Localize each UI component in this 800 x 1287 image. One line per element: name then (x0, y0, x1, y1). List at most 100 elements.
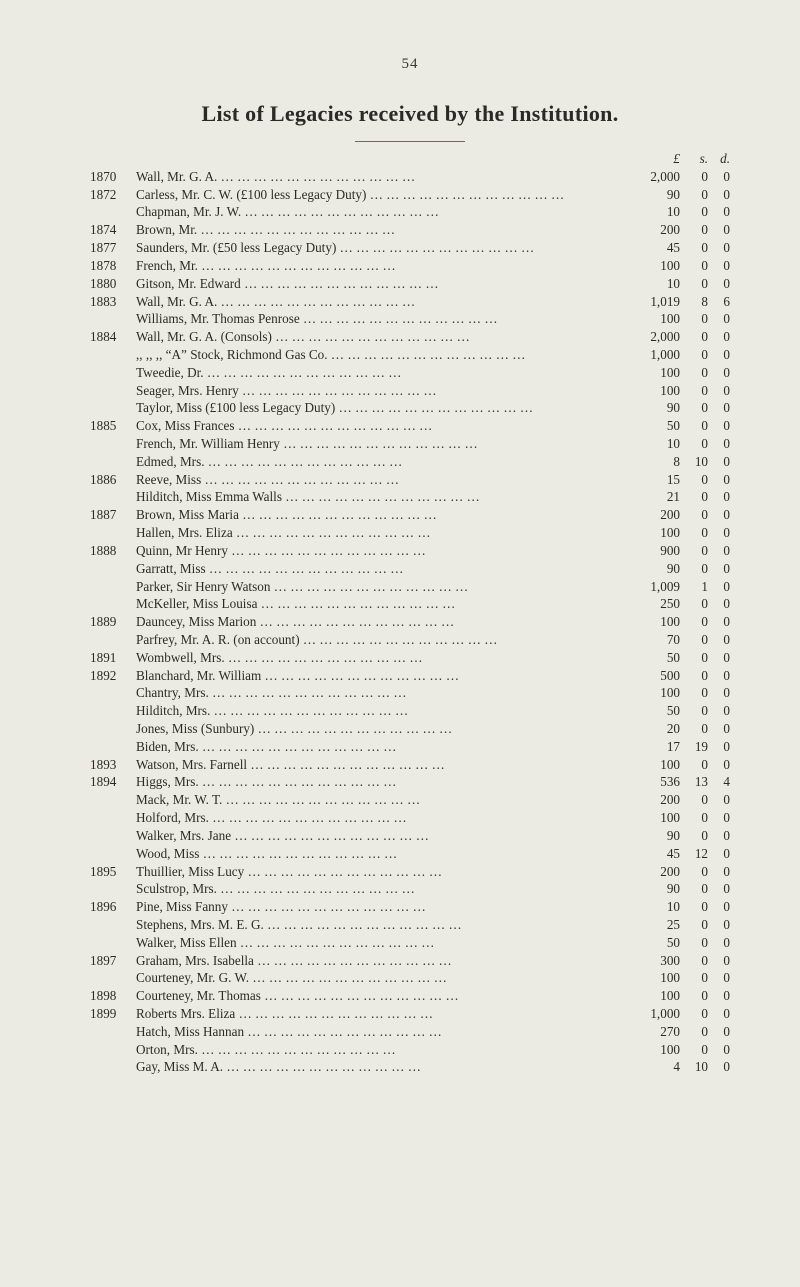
ledger-row: 1892Blanchard, Mr. William … … … … … … …… (90, 667, 730, 685)
cell-pence: 0 (708, 186, 730, 204)
cell-pence: 0 (708, 257, 730, 275)
cell-description: Tweedie, Dr. … … … … … … … … … … … … (136, 364, 630, 382)
leader-dots: … … … … … … … … … … … … (331, 346, 526, 364)
cell-pence: 0 (708, 435, 730, 453)
cell-shillings: 0 (680, 791, 708, 809)
ledger-row: Walker, Miss Ellen … … … … … … … … … … …… (90, 934, 730, 952)
leader-dots: … … … … … … … … … … … … (339, 399, 534, 417)
cell-shillings: 0 (680, 471, 708, 489)
ledger-row: 1874Brown, Mr. … … … … … … … … … … … …20… (90, 221, 730, 239)
cell-year: 1896 (90, 898, 136, 916)
cell-description: Saunders, Mr. (£50 less Legacy Duty) … …… (136, 239, 630, 257)
ledger-row: Tweedie, Dr. … … … … … … … … … … … …1000… (90, 364, 730, 382)
cell-pounds: 100 (630, 756, 680, 774)
cell-pounds: 45 (630, 239, 680, 257)
cell-shillings: 0 (680, 435, 708, 453)
cell-pounds: 1,009 (630, 578, 680, 596)
cell-description: Thuillier, Miss Lucy … … … … … … … … … …… (136, 863, 630, 881)
cell-description: Courteney, Mr. G. W. … … … … … … … … … …… (136, 969, 630, 987)
leader-dots: … … … … … … … … … … … … (303, 631, 498, 649)
cell-pence: 0 (708, 346, 730, 364)
leader-dots: … … … … … … … … … … … … (207, 364, 402, 382)
cell-shillings: 8 (680, 293, 708, 311)
title-rule (355, 141, 465, 142)
ledger-row: 1886Reeve, Miss … … … … … … … … … … … …1… (90, 471, 730, 489)
cell-pence: 0 (708, 738, 730, 756)
leader-dots: … … … … … … … … … … … … (240, 934, 435, 952)
cell-pounds: 90 (630, 399, 680, 417)
cell-description: Hallen, Mrs. Eliza … … … … … … … … … … …… (136, 524, 630, 542)
ledger-row: Gay, Miss M. A. … … … … … … … … … … … …4… (90, 1058, 730, 1076)
ledger-row: Garratt, Miss … … … … … … … … … … … …900… (90, 560, 730, 578)
cell-description: Higgs, Mrs. … … … … … … … … … … … … (136, 773, 630, 791)
cell-pounds: 1,000 (630, 1005, 680, 1023)
ledger-row: Hilditch, Miss Emma Walls … … … … … … … … (90, 488, 730, 506)
cell-pence: 0 (708, 898, 730, 916)
ledger-row: McKeller, Miss Louisa … … … … … … … … … … (90, 595, 730, 613)
cell-description: Parfrey, Mr. A. R. (on account) … … … … … (136, 631, 630, 649)
leader-dots: … … … … … … … … … … … … (244, 203, 439, 221)
cell-shillings: 0 (680, 168, 708, 186)
cell-year: 1884 (90, 328, 136, 346)
cell-pounds: 536 (630, 773, 680, 791)
cell-year: 1895 (90, 863, 136, 881)
cell-pounds: 900 (630, 542, 680, 560)
ledger-rows: 1870Wall, Mr. G. A. … … … … … … … … … … … (90, 168, 730, 1076)
leader-dots: … … … … … … … … … … … … (239, 1005, 434, 1023)
cell-description: Walker, Miss Ellen … … … … … … … … … … …… (136, 934, 630, 952)
cell-shillings: 0 (680, 595, 708, 613)
cell-pence: 0 (708, 863, 730, 881)
cell-year: 1899 (90, 1005, 136, 1023)
ledger-row: Wood, Miss … … … … … … … … … … … …45120 (90, 845, 730, 863)
cell-pounds: 2,000 (630, 168, 680, 186)
cell-pence: 0 (708, 275, 730, 293)
cell-description: Mack, Mr. W. T. … … … … … … … … … … … … (136, 791, 630, 809)
cell-pounds: 2,000 (630, 328, 680, 346)
cell-pounds: 200 (630, 791, 680, 809)
cell-description: Chapman, Mr. J. W. … … … … … … … … … … …… (136, 203, 630, 221)
cell-shillings: 0 (680, 649, 708, 667)
cell-shillings: 0 (680, 756, 708, 774)
cell-description: Jones, Miss (Sunbury) … … … … … … … … … … (136, 720, 630, 738)
cell-description: Wood, Miss … … … … … … … … … … … … (136, 845, 630, 863)
cell-description: Blanchard, Mr. William … … … … … … … … …… (136, 667, 630, 685)
leader-dots: … … … … … … … … … … … … (228, 649, 423, 667)
cell-pounds: 200 (630, 221, 680, 239)
cell-pence: 0 (708, 524, 730, 542)
leader-dots: … … … … … … … … … … … … (267, 916, 462, 934)
cell-pence: 0 (708, 667, 730, 685)
cell-pence: 0 (708, 756, 730, 774)
ledger-row: 1896Pine, Miss Fanny … … … … … … … … … …… (90, 898, 730, 916)
cell-description: Graham, Mrs. Isabella … … … … … … … … … … (136, 952, 630, 970)
cell-pence: 0 (708, 791, 730, 809)
leader-dots: … … … … … … … … … … … … (209, 560, 404, 578)
leader-dots: … … … … … … … … … … … … (205, 471, 400, 489)
cell-pence: 0 (708, 631, 730, 649)
cell-pence: 0 (708, 488, 730, 506)
leader-dots: … … … … … … … … … … … … (226, 1058, 421, 1076)
ledger-row: Stephens, Mrs. M. E. G. … … … … … … … … … (90, 916, 730, 934)
leader-dots: … … … … … … … … … … … … (214, 702, 409, 720)
leader-dots: … … … … … … … … … … … … (208, 453, 403, 471)
cell-pounds: 100 (630, 684, 680, 702)
cell-description: Carless, Mr. C. W. (£100 less Legacy Dut… (136, 186, 630, 204)
ledger-row: 1877Saunders, Mr. (£50 less Legacy Duty)… (90, 239, 730, 257)
ledger-row: Taylor, Miss (£100 less Legacy Duty) … …… (90, 399, 730, 417)
cell-description: Hilditch, Mrs. … … … … … … … … … … … … (136, 702, 630, 720)
leader-dots: … … … … … … … … … … … … (200, 221, 395, 239)
cell-shillings: 0 (680, 827, 708, 845)
cell-shillings: 19 (680, 738, 708, 756)
cell-pence: 0 (708, 613, 730, 631)
ledger-row: ,, ,, ,, “A” Stock, Richmond Gas Co. … …… (90, 346, 730, 364)
cell-pence: 0 (708, 845, 730, 863)
ledger-row: 1899Roberts Mrs. Eliza … … … … … … … … …… (90, 1005, 730, 1023)
cell-shillings: 0 (680, 969, 708, 987)
cell-shillings: 0 (680, 720, 708, 738)
cell-shillings: 0 (680, 275, 708, 293)
cell-pounds: 100 (630, 969, 680, 987)
cell-year: 1892 (90, 667, 136, 685)
cell-description: Pine, Miss Fanny … … … … … … … … … … … … (136, 898, 630, 916)
cell-pence: 0 (708, 987, 730, 1005)
cell-pounds: 100 (630, 613, 680, 631)
cell-shillings: 0 (680, 382, 708, 400)
